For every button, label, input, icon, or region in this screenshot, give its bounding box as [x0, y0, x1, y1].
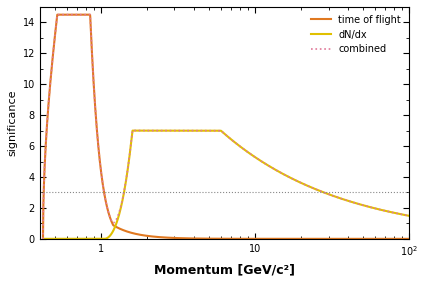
Line: combined: combined: [43, 15, 409, 239]
combined: [218, 129, 224, 133]
dN/dx: [130, 129, 135, 132]
combined: [55, 13, 60, 16]
combined: [209, 129, 214, 132]
dN/dx: [218, 129, 224, 133]
combined: [60, 13, 65, 16]
time of flight: [55, 13, 60, 16]
Line: time of flight: time of flight: [43, 15, 409, 239]
dN/dx: [59, 237, 64, 241]
combined: [40, 237, 45, 241]
dN/dx: [396, 212, 401, 215]
Y-axis label: significance: significance: [7, 90, 17, 156]
combined: [329, 194, 334, 197]
time of flight: [329, 237, 334, 241]
time of flight: [40, 237, 45, 241]
dN/dx: [396, 212, 401, 215]
time of flight: [209, 237, 214, 240]
combined: [396, 212, 401, 215]
time of flight: [60, 13, 65, 16]
Legend: time of flight, dN/dx, combined: time of flight, dN/dx, combined: [309, 12, 404, 57]
Line: dN/dx: dN/dx: [43, 131, 409, 239]
time of flight: [218, 237, 224, 241]
dN/dx: [209, 129, 214, 132]
time of flight: [396, 237, 401, 241]
time of flight: [396, 237, 401, 241]
dN/dx: [329, 194, 334, 197]
time of flight: [406, 237, 411, 241]
combined: [396, 212, 401, 215]
X-axis label: Momentum [GeV/c²]: Momentum [GeV/c²]: [154, 263, 295, 276]
dN/dx: [40, 237, 45, 241]
dN/dx: [406, 214, 411, 218]
combined: [406, 214, 411, 218]
